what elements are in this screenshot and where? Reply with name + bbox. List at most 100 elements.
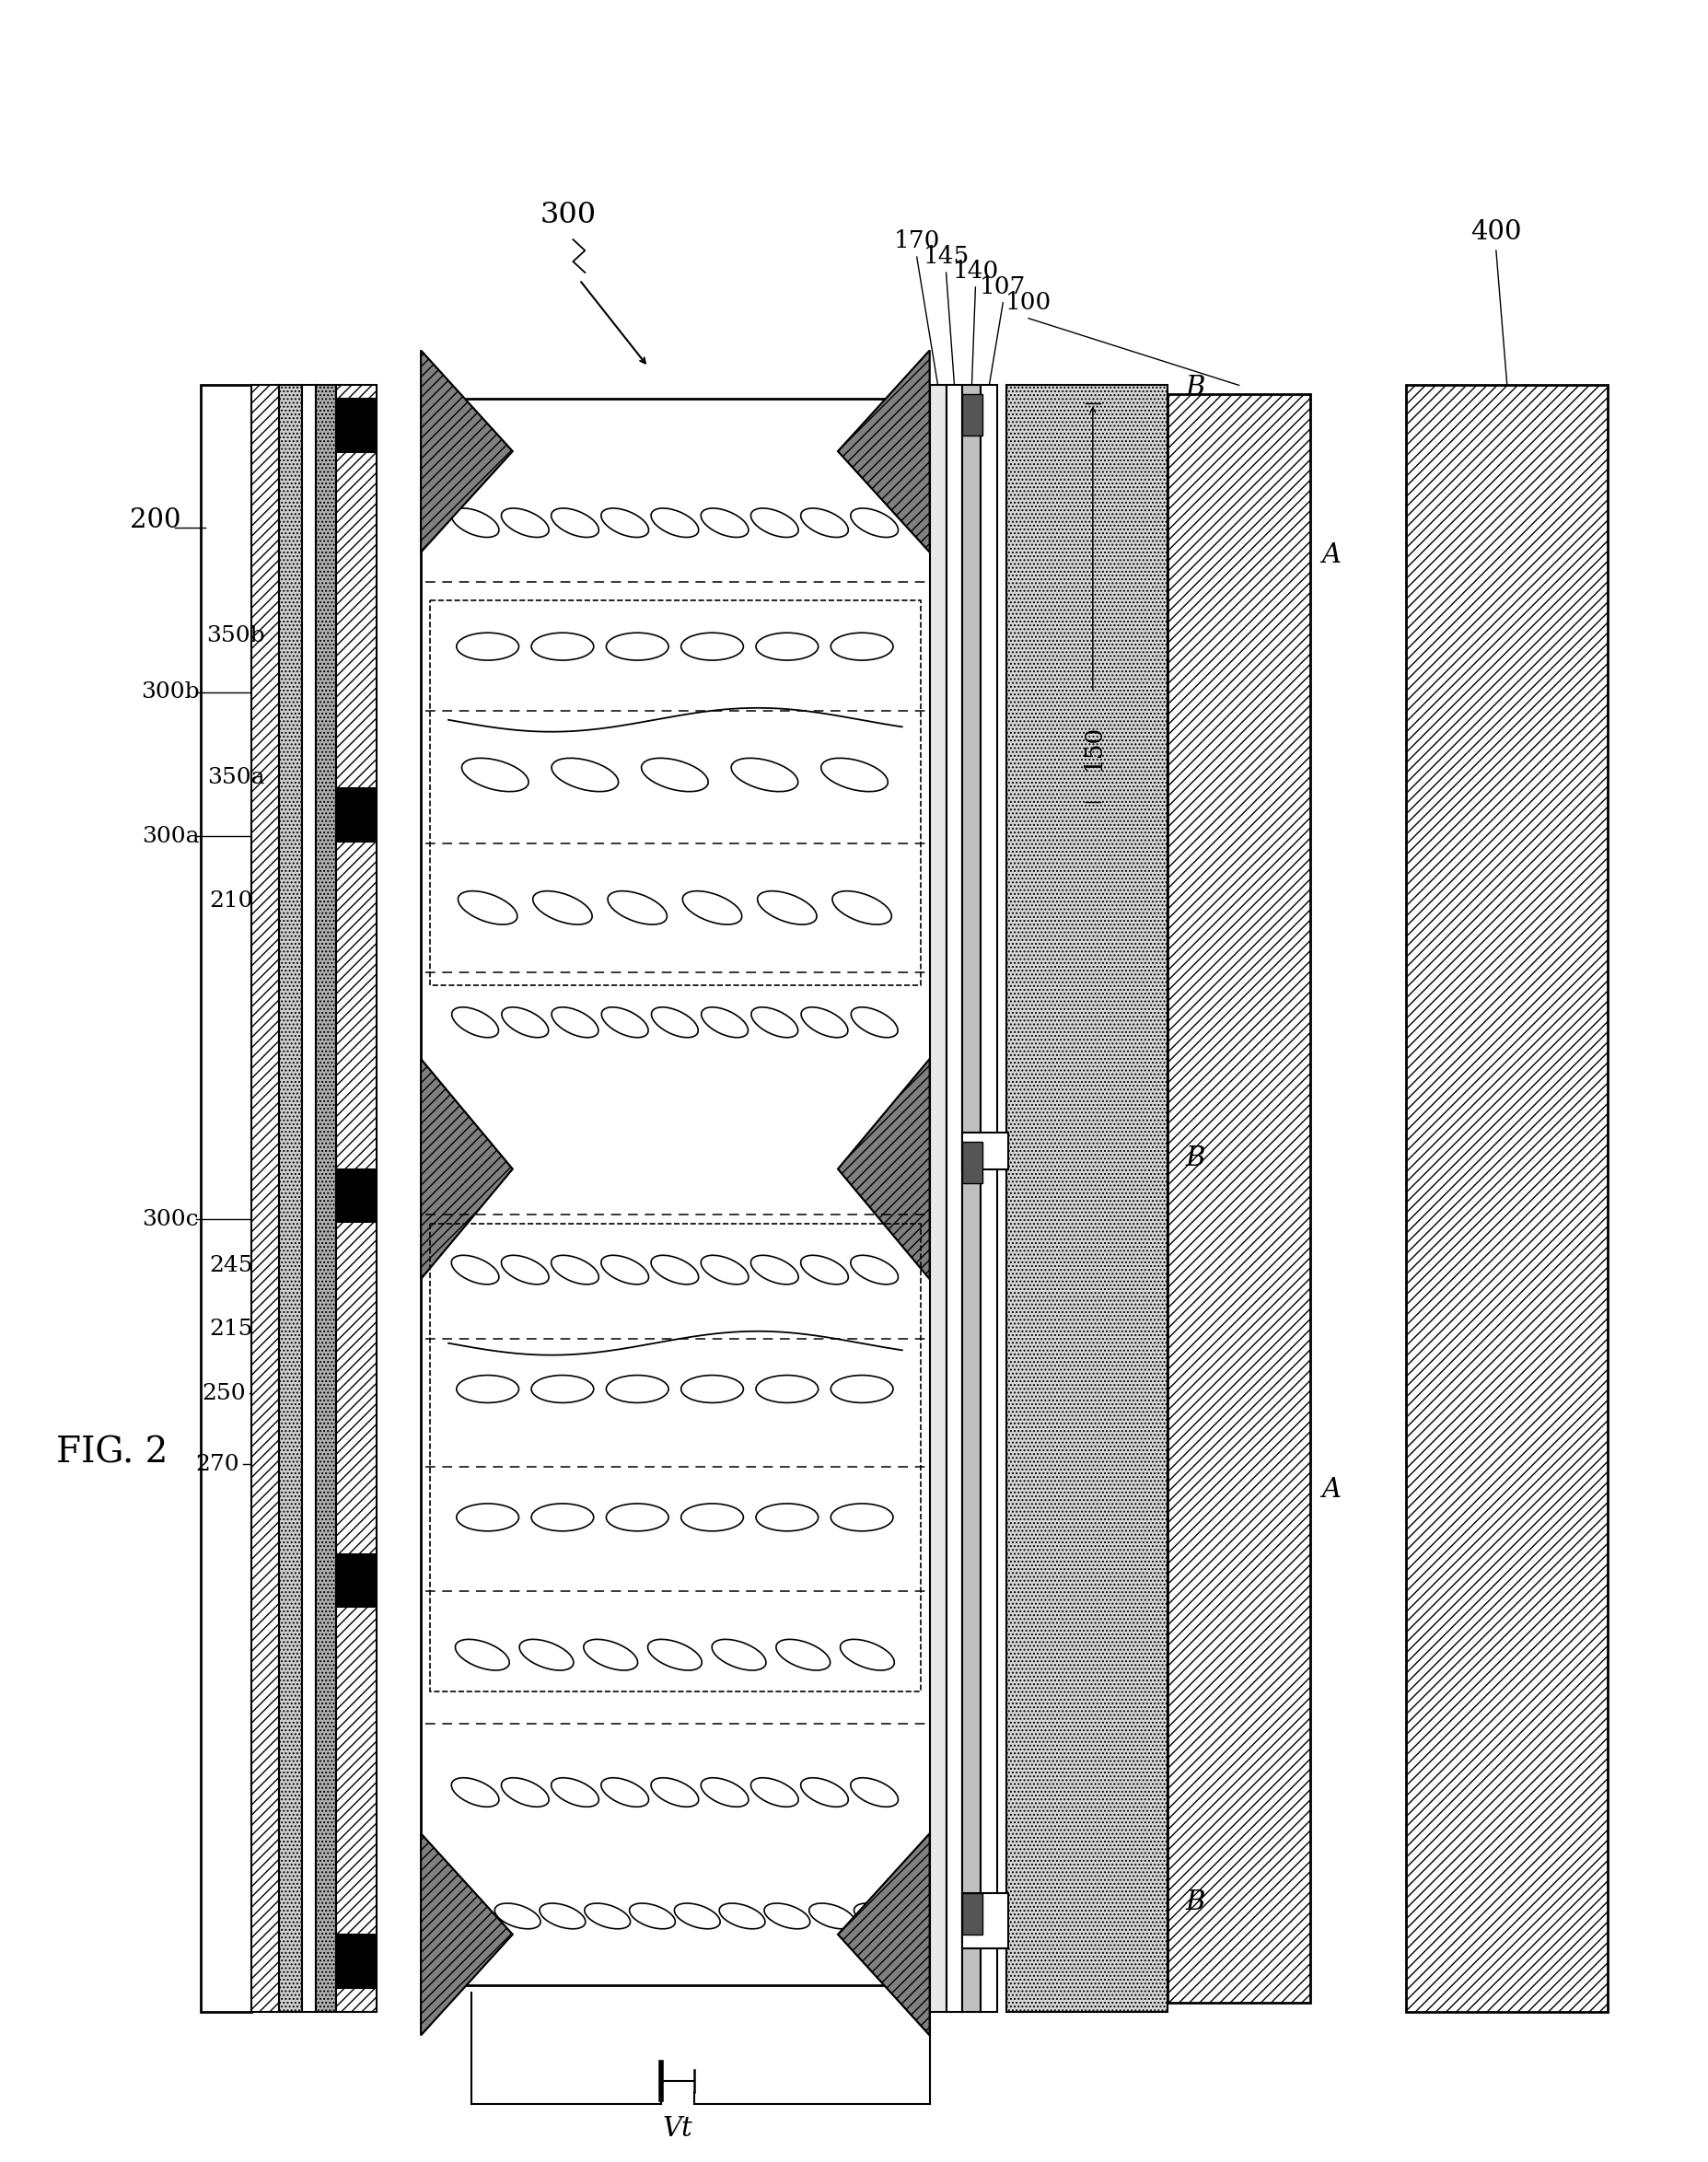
Ellipse shape (763, 1903, 810, 1929)
Text: 300b: 300b (142, 681, 200, 703)
Polygon shape (420, 1059, 512, 1280)
Ellipse shape (750, 1256, 798, 1284)
Text: A: A (1320, 1477, 1341, 1503)
Ellipse shape (451, 1777, 499, 1807)
Ellipse shape (500, 508, 548, 538)
Ellipse shape (552, 1777, 598, 1807)
Ellipse shape (456, 1375, 519, 1403)
Bar (202, 385, 251, 2013)
Text: 210: 210 (208, 891, 253, 912)
Polygon shape (420, 350, 512, 551)
Ellipse shape (647, 1639, 702, 1671)
Text: 270: 270 (195, 1453, 239, 1474)
Ellipse shape (582, 1639, 637, 1671)
Ellipse shape (750, 508, 798, 538)
Ellipse shape (601, 1007, 647, 1038)
Bar (278, 385, 302, 2013)
Text: 300c: 300c (142, 1209, 198, 1230)
Text: 350a: 350a (207, 768, 265, 789)
Text: 350b: 350b (207, 625, 265, 646)
Polygon shape (837, 350, 929, 551)
Ellipse shape (755, 1375, 818, 1403)
Bar (302, 385, 316, 2013)
Bar (929, 385, 946, 2013)
Ellipse shape (519, 1639, 574, 1671)
Bar (962, 1142, 982, 1183)
Text: B: B (1185, 1146, 1204, 1172)
Bar (420, 400, 929, 1985)
Ellipse shape (461, 759, 528, 791)
Ellipse shape (851, 1007, 897, 1038)
Ellipse shape (700, 1777, 748, 1807)
Ellipse shape (500, 1777, 548, 1807)
Ellipse shape (629, 1903, 675, 1929)
Ellipse shape (640, 759, 707, 791)
Ellipse shape (458, 891, 518, 925)
Bar (316, 385, 335, 2013)
Ellipse shape (531, 633, 593, 659)
Bar (1167, 393, 1310, 2004)
Polygon shape (837, 1833, 929, 2034)
Ellipse shape (801, 1777, 847, 1807)
Ellipse shape (755, 1503, 818, 1531)
Polygon shape (837, 1059, 929, 1280)
Ellipse shape (681, 1375, 743, 1403)
Text: 107: 107 (979, 275, 1025, 298)
Ellipse shape (606, 1503, 668, 1531)
Text: 100: 100 (1004, 290, 1050, 313)
Text: 300: 300 (540, 201, 596, 229)
Ellipse shape (719, 1903, 765, 1929)
Bar (336, 400, 374, 452)
Polygon shape (420, 1833, 512, 2034)
Ellipse shape (700, 1256, 748, 1284)
Ellipse shape (775, 1639, 830, 1671)
Ellipse shape (712, 1639, 765, 1671)
Ellipse shape (601, 508, 649, 538)
Text: FIG. 2: FIG. 2 (56, 1436, 167, 1470)
Ellipse shape (757, 891, 816, 925)
Ellipse shape (750, 1777, 798, 1807)
Bar (430, 1224, 921, 1691)
Ellipse shape (454, 1639, 509, 1671)
Polygon shape (420, 1833, 512, 2034)
Ellipse shape (681, 633, 743, 659)
Ellipse shape (820, 759, 888, 791)
Bar (962, 1894, 1008, 1948)
Text: Vt: Vt (663, 2117, 692, 2143)
Ellipse shape (700, 1007, 748, 1038)
Ellipse shape (451, 1007, 499, 1038)
Ellipse shape (681, 891, 741, 925)
Ellipse shape (851, 508, 898, 538)
Ellipse shape (830, 1503, 893, 1531)
Ellipse shape (601, 1777, 649, 1807)
Ellipse shape (851, 1256, 898, 1284)
Ellipse shape (830, 1375, 893, 1403)
Bar (962, 393, 982, 437)
Ellipse shape (608, 891, 666, 925)
Polygon shape (420, 350, 512, 551)
Text: 140: 140 (951, 259, 997, 283)
Ellipse shape (531, 1375, 593, 1403)
Ellipse shape (552, 759, 618, 791)
Ellipse shape (606, 633, 668, 659)
Bar (335, 385, 377, 2013)
Ellipse shape (651, 1007, 699, 1038)
Ellipse shape (552, 1256, 598, 1284)
Ellipse shape (584, 1903, 630, 1929)
Ellipse shape (552, 1007, 598, 1038)
Polygon shape (837, 1059, 929, 1280)
Bar (1406, 385, 1607, 2013)
Ellipse shape (700, 508, 748, 538)
Ellipse shape (801, 1007, 847, 1038)
Bar (962, 1894, 982, 1935)
Polygon shape (420, 1059, 512, 1280)
Bar (946, 385, 962, 2013)
Ellipse shape (851, 1777, 898, 1807)
Polygon shape (837, 350, 929, 551)
Ellipse shape (451, 1256, 499, 1284)
Ellipse shape (601, 1256, 649, 1284)
Ellipse shape (540, 1903, 586, 1929)
Ellipse shape (456, 633, 519, 659)
Ellipse shape (731, 759, 798, 791)
Text: 300a: 300a (142, 826, 200, 848)
